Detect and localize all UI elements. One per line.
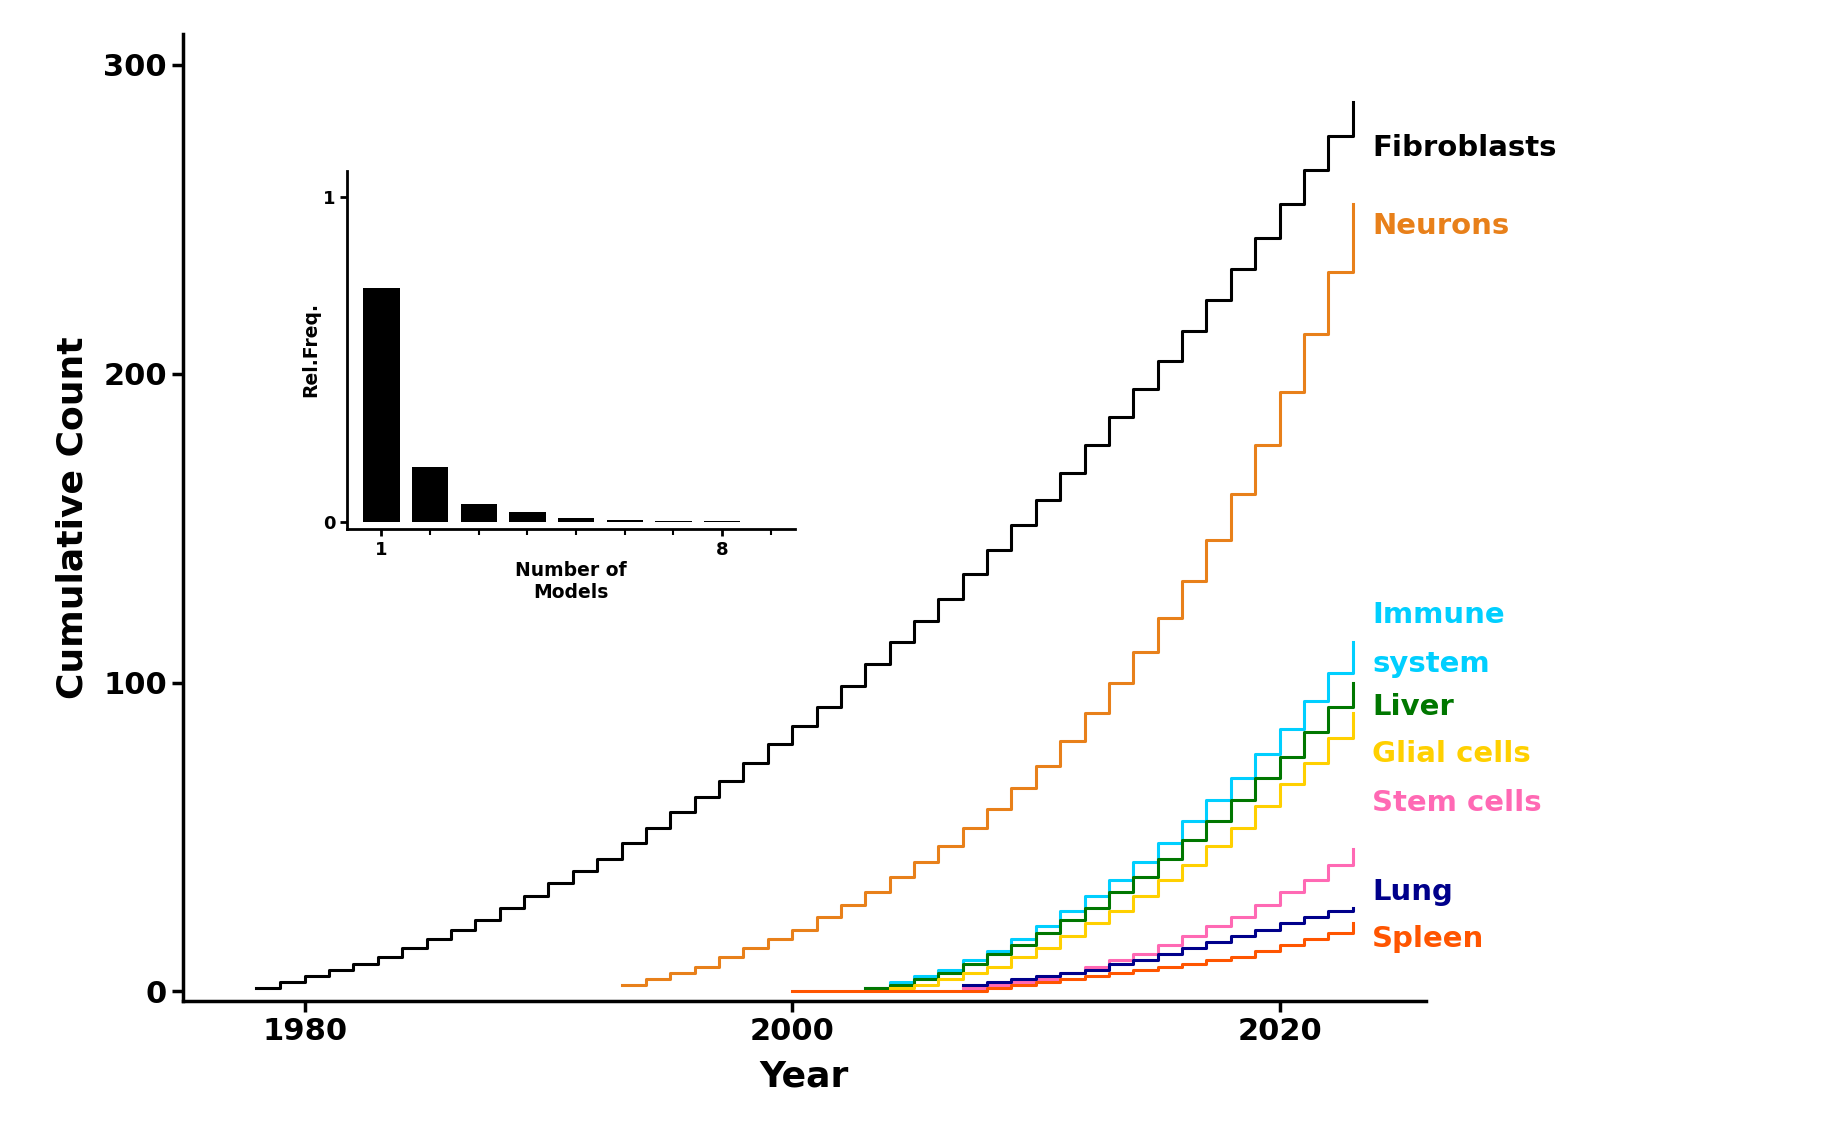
Bar (411, 467, 448, 522)
X-axis label: Number of
Models: Number of Models (515, 562, 627, 603)
Text: Glial cells: Glial cells (1373, 739, 1532, 767)
Bar (461, 505, 497, 522)
Text: Neurons: Neurons (1373, 211, 1510, 240)
Text: Lung: Lung (1373, 879, 1453, 906)
X-axis label: Year: Year (760, 1060, 848, 1094)
Text: Spleen: Spleen (1373, 924, 1484, 953)
Text: Immune: Immune (1373, 600, 1504, 629)
Bar (510, 513, 547, 522)
Text: Liver: Liver (1373, 694, 1453, 721)
Bar (364, 288, 400, 522)
Text: system: system (1373, 650, 1490, 678)
Text: Fibroblasts: Fibroblasts (1373, 134, 1557, 163)
Bar (607, 521, 643, 522)
Bar (654, 521, 691, 522)
Y-axis label: Rel.Freq.: Rel.Freq. (302, 302, 320, 397)
Bar (558, 518, 594, 522)
Y-axis label: Cumulative Count: Cumulative Count (55, 337, 90, 698)
Text: Stem cells: Stem cells (1373, 789, 1541, 818)
